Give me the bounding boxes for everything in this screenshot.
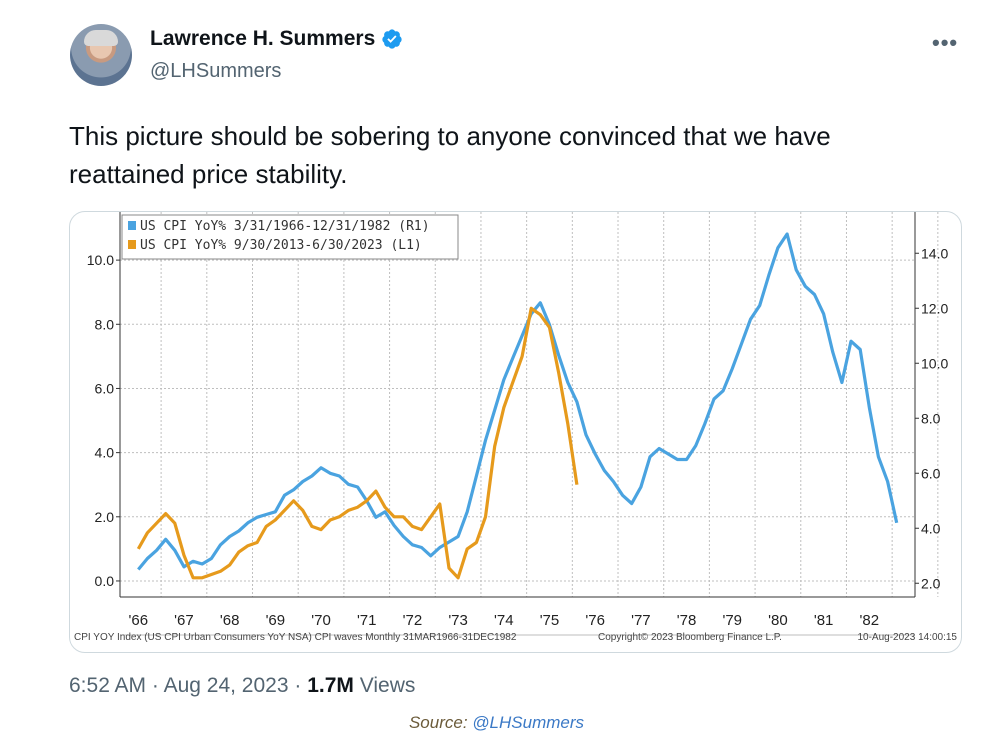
legend-swatch [128,221,136,230]
x-axis-tick-label: '78 [677,612,697,629]
x-axis-tick-label: '73 [448,612,468,629]
x-axis-tick-label: '70 [311,612,331,629]
series-line-1966-1982 [137,232,899,571]
x-axis-tick-label: '77 [631,612,651,629]
meta-separator: · [151,674,164,697]
x-axis-tick-label: '69 [266,612,286,629]
legend-label: US CPI YoY% 3/31/1966-12/31/1982 (R1) [140,219,430,234]
x-axis-tick-label: '66 [128,612,148,629]
right-axis-tick-label: 2.0 [921,575,941,591]
left-axis-tick-label: 10.0 [87,252,114,268]
left-axis-tick-label: 8.0 [95,316,115,332]
chart-footer-right: 10-Aug-2023 14:00:15 [857,632,957,643]
author-handle[interactable]: @LHSummers [150,60,282,82]
right-axis-tick-label: 10.0 [921,355,948,371]
x-axis-tick-label: '68 [220,612,240,629]
meta-separator: · [294,674,308,697]
x-axis-tick-label: '75 [540,612,560,629]
x-axis-tick-label: '82 [860,612,880,629]
right-axis-tick-label: 6.0 [921,465,941,481]
left-axis-tick-label: 4.0 [95,445,115,461]
views-label: Views [359,674,416,697]
x-axis-tick-label: '71 [357,612,377,629]
cpi-chart: 0.0 2.0 4.0 6.0 8.0 10.0 2.0 4.0 6.0 8.0 10.0 12.0 1… [74,212,957,643]
left-axis-tick-label: 6.0 [95,380,115,396]
x-axis-tick-label: '79 [722,612,742,629]
tweet-meta: 6:52 AM · Aug 24, 2023 · 1.7M Views [69,674,415,698]
x-axis-tick-label: '72 [403,612,423,629]
tweet-text: This picture should be sobering to anyon… [69,121,831,189]
x-axis-tick-label: '67 [174,612,194,629]
right-axis-tick-label: 12.0 [921,300,948,316]
chart-image[interactable]: 0.0 2.0 4.0 6.0 8.0 10.0 2.0 4.0 6.0 8.0 10.0 12.0 1… [69,211,962,653]
tweet-date[interactable]: Aug 24, 2023 [163,674,289,697]
avatar[interactable] [70,24,132,86]
author-name-row: Lawrence H. Summers [150,27,403,51]
chart-footer-left: CPI YOY Index (US CPI Urban Consumers Yo… [74,632,517,643]
x-axis-tick-label: '76 [585,612,605,629]
x-axis-tick-label: '80 [768,612,788,629]
source-prefix: Source: [408,713,473,732]
right-axis-tick-label: 4.0 [921,520,941,536]
chart-footer-copyright: Copyright© 2023 Bloomberg Finance L.P. [598,632,782,643]
left-axis-tick-label: 0.0 [95,573,115,589]
left-axis-tick-label: 2.0 [95,509,115,525]
tweet-time[interactable]: 6:52 AM [69,674,147,697]
more-horizontal-icon[interactable]: ••• [932,30,959,55]
verified-badge-icon [382,29,402,49]
author-name[interactable]: Lawrence H. Summers [150,27,376,50]
right-axis-tick-label: 14.0 [921,245,948,261]
source-caption: Source: @LHSummers [0,713,993,733]
legend-label: US CPI YoY% 9/30/2013-6/30/2023 (L1) [140,238,422,253]
x-axis-tick-label: '81 [814,612,834,629]
legend-swatch [128,240,136,249]
source-handle[interactable]: @LHSummers [472,713,585,732]
legend-box [121,214,459,260]
series-line-2013-2023 [136,306,579,580]
views-count: 1.7M [307,674,354,697]
right-axis-tick-label: 8.0 [921,410,941,426]
avatar-hair [84,30,118,46]
x-axis-tick-label: '74 [494,612,514,629]
